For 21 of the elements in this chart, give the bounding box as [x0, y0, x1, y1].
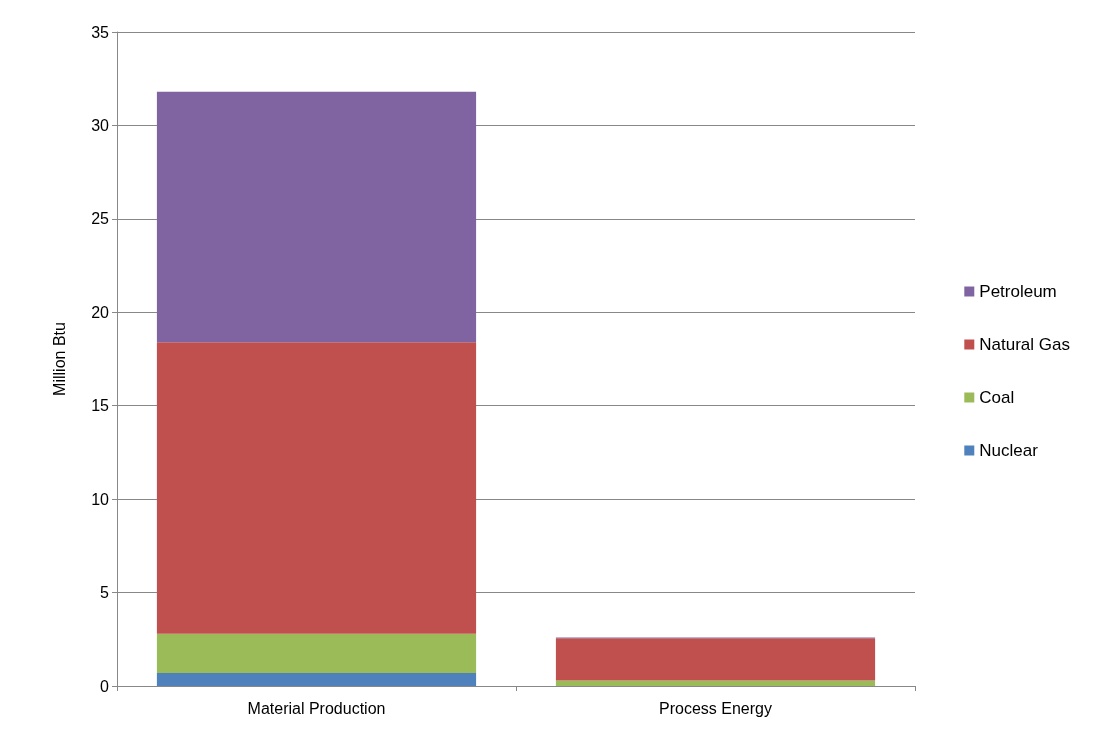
y-tick-label: 20 — [91, 303, 110, 321]
bar — [156, 633, 477, 673]
y-tick-label: 30 — [91, 116, 110, 134]
bar — [156, 342, 477, 634]
bar — [555, 680, 876, 686]
x-tick-label: Process Energy — [659, 699, 772, 717]
y-tick-label: 10 — [91, 490, 110, 508]
y-tick-label: 35 — [91, 23, 110, 41]
y-tick-label: 5 — [100, 584, 110, 602]
y-tick-label: 15 — [91, 397, 110, 415]
legend-label: Coal — [979, 388, 1015, 407]
y-axis-title: Million Btu — [50, 322, 68, 396]
legend-label: Nuclear — [979, 441, 1039, 460]
bar — [156, 672, 477, 686]
bar — [555, 638, 876, 681]
bar — [156, 91, 477, 343]
legend-label: Petroleum — [979, 282, 1057, 301]
x-tick-label: Material Production — [247, 699, 386, 717]
y-tick-label: 25 — [91, 210, 110, 228]
legend-label: Natural Gas — [979, 335, 1070, 354]
y-tick-label: 0 — [100, 677, 110, 695]
